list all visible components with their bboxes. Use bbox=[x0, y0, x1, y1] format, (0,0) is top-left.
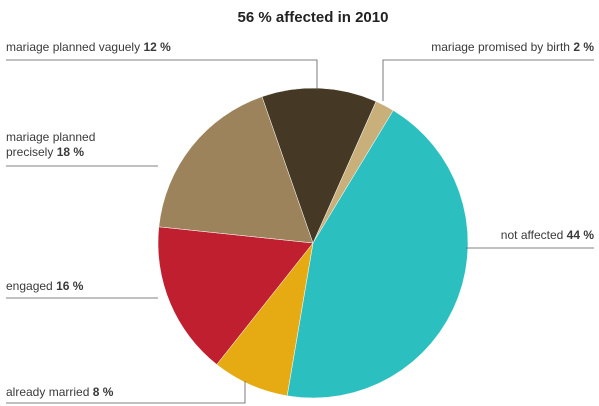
slice-label: mariage planned precisely 18 % bbox=[6, 130, 95, 159]
pie-slice-engaged bbox=[157, 226, 314, 365]
pie-slice-mariage-planned-precisely bbox=[158, 96, 314, 244]
slice-label: not affected 44 % bbox=[501, 228, 595, 242]
slice-labels: mariage promised by birth 2 % not affecte… bbox=[6, 40, 594, 399]
leader-line bbox=[6, 59, 318, 90]
chart-title: 56 % affected in 2010 bbox=[238, 9, 389, 26]
slice-label: mariage promised by birth 2 % bbox=[431, 40, 594, 54]
leader-line bbox=[6, 381, 246, 404]
leader-line bbox=[382, 59, 594, 101]
leader-lines bbox=[6, 59, 594, 404]
pie-slices bbox=[157, 87, 469, 399]
pie-slice-not-affected bbox=[286, 110, 469, 399]
slice-label: mariage planned vaguely 12 % bbox=[6, 40, 171, 54]
slice-label: engaged 16 % bbox=[6, 279, 84, 293]
pie-slice-mariage-planned-vaguely bbox=[261, 87, 377, 244]
slice-label: already married 8 % bbox=[6, 385, 114, 399]
